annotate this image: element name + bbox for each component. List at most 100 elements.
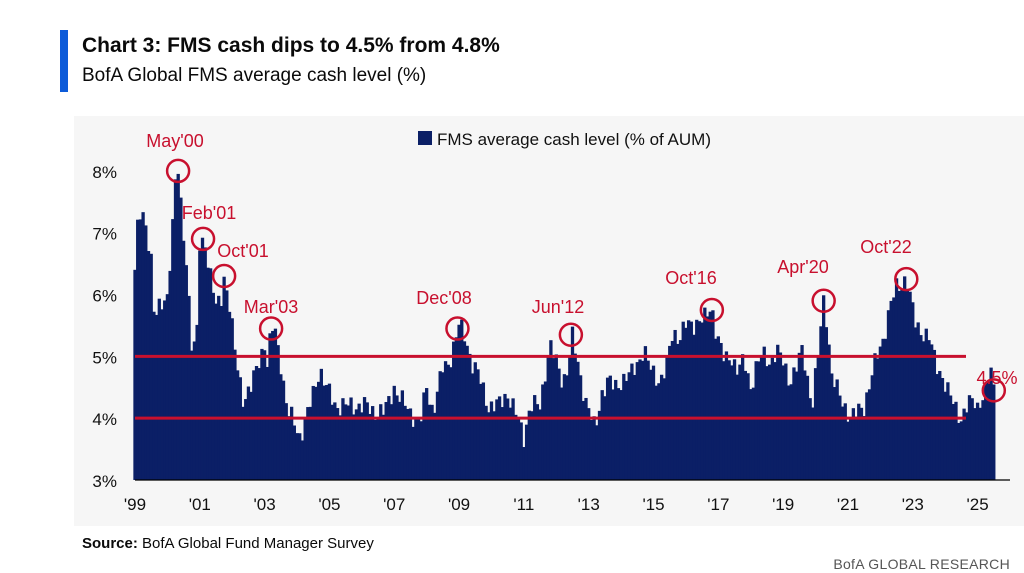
bar: [460, 319, 464, 480]
bar: [986, 381, 991, 480]
bar: [651, 365, 656, 480]
bar: [268, 333, 272, 480]
bar: [676, 343, 680, 480]
bar: [227, 311, 232, 480]
annotation-label: Oct'01: [217, 241, 268, 261]
bar: [206, 267, 210, 480]
bar: [668, 345, 672, 480]
bar: [487, 412, 491, 480]
bar: [576, 361, 580, 480]
bar: [865, 392, 869, 480]
bar: [449, 367, 453, 480]
bar: [716, 336, 720, 480]
bar: [965, 412, 969, 480]
bar: [365, 402, 369, 480]
x-tick-label: '25: [967, 495, 989, 514]
bar: [479, 383, 483, 480]
bar: [465, 345, 469, 480]
annotation-label: Mar'03: [244, 297, 298, 317]
bar: [225, 290, 229, 480]
bar: [160, 309, 164, 480]
bar: [327, 383, 332, 480]
bar: [524, 424, 529, 480]
bar: [641, 360, 645, 480]
bar: [152, 311, 156, 480]
bar: [608, 375, 612, 480]
bar: [541, 384, 545, 480]
bar: [940, 378, 945, 480]
reference-lines-group: [135, 354, 966, 420]
bar: [438, 371, 442, 480]
bar: [905, 290, 910, 480]
annotation-circle: [190, 226, 216, 252]
bar: [416, 418, 421, 480]
brand-watermark: BofA GLOBAL RESEARCH: [833, 556, 1010, 572]
bar: [527, 410, 531, 480]
bar: [973, 408, 977, 480]
bar: [192, 341, 197, 480]
bar: [138, 219, 143, 480]
bar: [325, 384, 329, 480]
bar: [597, 410, 602, 480]
x-tick-label: '15: [642, 495, 664, 514]
bar: [422, 392, 426, 480]
bar: [619, 390, 623, 480]
bar: [813, 368, 818, 480]
bar: [311, 385, 315, 480]
bar: [781, 365, 785, 480]
bar: [894, 278, 899, 480]
bar: [754, 361, 758, 480]
bar: [603, 396, 607, 480]
bar: [538, 409, 542, 480]
bar: [235, 370, 240, 480]
bar: [784, 363, 788, 480]
bar: [622, 373, 626, 480]
legend: FMS average cash level (% of AUM): [418, 130, 711, 149]
bar: [981, 400, 985, 480]
bar: [252, 370, 256, 480]
bar: [638, 359, 642, 480]
bar: [238, 377, 242, 480]
bar: [595, 425, 599, 480]
bar: [830, 373, 834, 480]
bar: [395, 395, 399, 480]
y-tick-label: 8%: [92, 163, 117, 182]
bar: [646, 360, 650, 480]
annotation-label: Apr'20: [777, 257, 828, 277]
bar: [530, 411, 534, 480]
bar: [535, 404, 540, 480]
bar: [435, 391, 440, 480]
bar: [516, 418, 521, 480]
x-tick-label: '19: [772, 495, 794, 514]
bar: [368, 413, 372, 480]
bar: [452, 341, 456, 480]
bar: [678, 340, 683, 480]
bar: [992, 384, 996, 480]
bar: [484, 405, 488, 480]
bar: [795, 371, 799, 480]
y-tick-label: 7%: [92, 225, 117, 244]
bar: [975, 402, 980, 480]
annotation-circle: [811, 288, 836, 313]
bar: [354, 409, 359, 480]
bar: [776, 344, 780, 480]
bar: [635, 362, 639, 480]
bar: [605, 377, 610, 480]
bar: [392, 385, 396, 480]
annotation-circle: [558, 322, 584, 347]
annotation-circle: [258, 316, 284, 341]
bar: [673, 329, 677, 480]
bar: [319, 368, 323, 480]
bar: [811, 407, 815, 480]
bar: [919, 335, 923, 480]
bar: [835, 379, 839, 480]
bar: [840, 406, 845, 480]
bar: [244, 399, 248, 480]
bar: [684, 327, 688, 480]
bar: [943, 391, 947, 480]
bar: [722, 361, 726, 480]
bar: [176, 173, 180, 480]
bar: [878, 346, 883, 480]
bar: [346, 405, 350, 480]
bars-group: [133, 173, 996, 481]
